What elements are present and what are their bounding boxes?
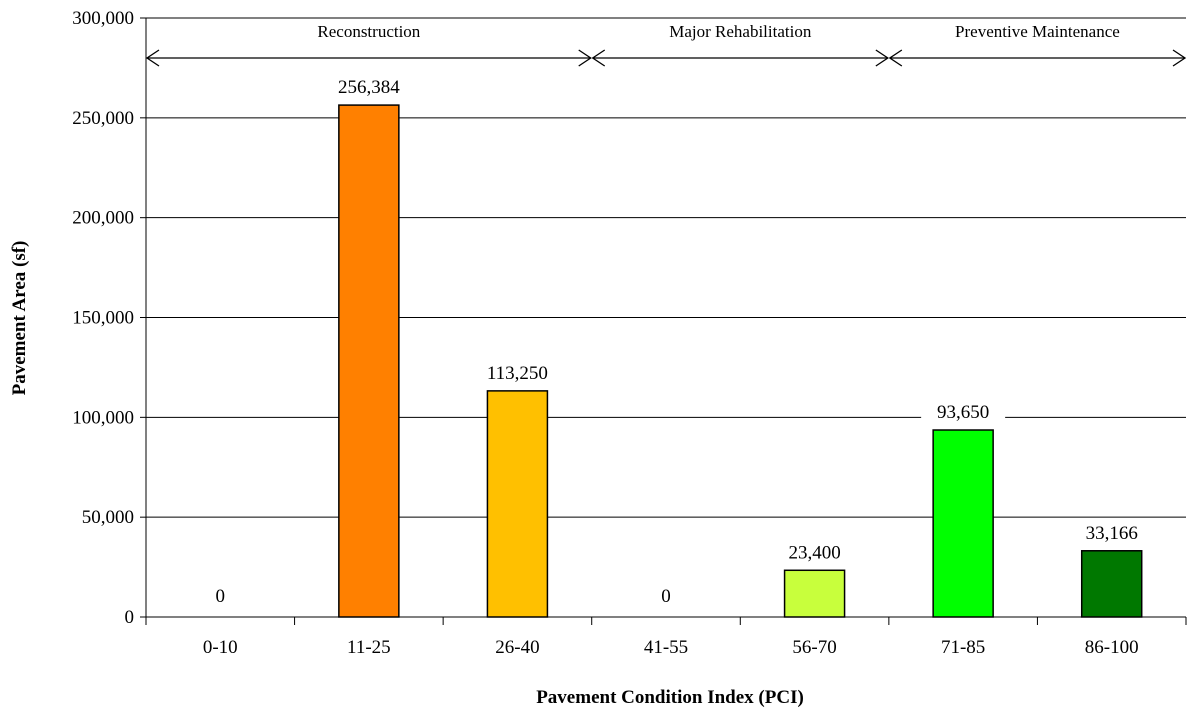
bar bbox=[1080, 550, 1143, 618]
data-labels: 0 256,384 113,250 0 23,400 93,650 33,166 bbox=[216, 77, 1154, 607]
y-tick-label: 150,000 bbox=[72, 308, 134, 329]
region-annotations: Reconstruction Major Rehabilitation Preven… bbox=[145, 19, 1187, 67]
y-tick-label: 200,000 bbox=[72, 208, 134, 229]
x-tick-label: 71-85 bbox=[941, 637, 985, 658]
data-label: 33,166 bbox=[1086, 523, 1138, 544]
data-label: 113,250 bbox=[487, 363, 548, 384]
bar bbox=[486, 390, 549, 618]
x-tick-label: 0-10 bbox=[203, 637, 238, 658]
bars bbox=[338, 104, 1143, 618]
x-tick-label: 86-100 bbox=[1085, 637, 1139, 658]
bar bbox=[338, 104, 400, 618]
region-arrowhead-left bbox=[591, 49, 606, 67]
y-tick-label: 100,000 bbox=[72, 407, 134, 428]
region-label-background bbox=[303, 19, 435, 43]
region-arrowhead-right bbox=[875, 49, 890, 67]
data-label: 23,400 bbox=[788, 542, 840, 563]
x-tick-label: 26-40 bbox=[495, 637, 539, 658]
x-tick-label: 56-70 bbox=[792, 637, 836, 658]
region-arrowhead-left bbox=[888, 49, 903, 67]
data-label: 256,384 bbox=[338, 77, 400, 98]
y-axis-title: Pavement Area (sf) bbox=[9, 241, 30, 396]
region-arrowhead-left bbox=[145, 49, 160, 67]
x-axis-title: Pavement Condition Index (PCI) bbox=[536, 687, 804, 708]
data-label: 0 bbox=[216, 586, 226, 607]
region-label: Major Rehabilitation bbox=[669, 22, 812, 41]
region-label: Preventive Maintenance bbox=[955, 22, 1120, 41]
data-label-background bbox=[921, 399, 1006, 424]
region-arrowhead-right bbox=[1172, 49, 1187, 67]
bar bbox=[932, 429, 994, 618]
y-tick-label: 50,000 bbox=[82, 507, 134, 528]
bar bbox=[783, 569, 846, 618]
y-tick-label: 0 bbox=[125, 607, 135, 628]
axes: 0 50,000 100,000 150,000 200,000 250,000 300,0… bbox=[72, 8, 1187, 658]
region-label-background bbox=[939, 19, 1136, 43]
data-label: 93,650 bbox=[937, 402, 989, 423]
data-label-background bbox=[1069, 519, 1154, 544]
region-label: Reconstruction bbox=[317, 22, 420, 41]
y-tick-label: 300,000 bbox=[72, 8, 134, 29]
y-tick-label: 250,000 bbox=[72, 108, 134, 129]
region-arrowhead-right bbox=[578, 49, 592, 67]
region-label-background bbox=[650, 19, 831, 43]
x-tick-label: 11-25 bbox=[347, 637, 391, 658]
data-label: 0 bbox=[661, 586, 671, 607]
x-tick-label: 41-55 bbox=[644, 637, 688, 658]
gridlines bbox=[146, 17, 1186, 518]
